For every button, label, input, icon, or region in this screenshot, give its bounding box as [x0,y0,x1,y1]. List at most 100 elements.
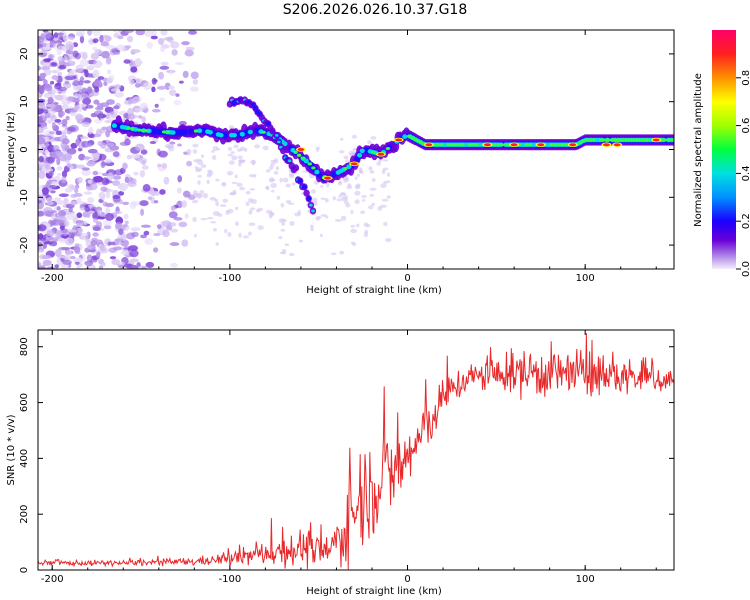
noise-blob [139,102,148,110]
noise-blob [160,44,166,53]
noise-blob [40,33,46,41]
noise-blob [93,99,100,105]
ridge-green [126,126,131,130]
noise-blob [123,213,129,220]
noise-blob [69,200,79,205]
noise-blob [160,61,169,66]
noise-blob [143,230,150,236]
noise-blob [78,89,86,95]
noise-blob [139,170,146,178]
noise-blob [376,161,382,166]
noise-blob [193,233,197,238]
ridge-green [563,143,568,147]
ridge2-blue [302,184,307,190]
noise-blob [86,86,93,94]
noise-blob [280,228,286,232]
ridge-green [630,138,636,142]
noise-blob [289,220,295,226]
noise-blob [268,215,273,219]
noise-blob [284,243,290,247]
noise-blob [352,242,357,247]
ridge-red [425,143,433,147]
noise-blob [57,86,67,92]
ridge-green [435,143,440,147]
noise-blob [46,201,54,206]
noise-blob [59,154,67,162]
snr-series-line [38,333,674,570]
ridge-cyan [218,132,224,138]
ridge-green [439,143,444,147]
noise-blob [311,197,318,203]
noise-blob [248,174,256,178]
noise-blob [356,223,360,228]
noise-blob [236,182,243,187]
noise-blob [57,173,62,177]
ridge-green [616,138,622,142]
noise-blob [294,212,301,217]
noise-blob [270,159,277,163]
noise-blob [44,241,54,245]
noise-blob [64,80,70,85]
noise-blob [369,170,375,174]
noise-blob [54,264,60,269]
noise-blob [74,261,80,265]
noise-blob [131,178,137,184]
noise-blob [97,76,105,80]
noise-blob [98,265,104,269]
noise-blob [192,149,198,154]
ridge-green [623,138,629,142]
ridge-green [193,129,199,133]
noise-blob [276,195,281,200]
noise-blob [114,169,124,176]
noise-blob [315,147,320,152]
snr-xtick-label: 0 [404,574,410,585]
noise-blob [191,199,199,204]
ridge-cyan [303,158,309,164]
noise-blob [231,181,238,185]
noise-blob [121,249,129,254]
noise-blob [50,219,60,226]
ridge-red [603,143,610,147]
noise-blob [168,211,178,219]
noise-blob [42,243,47,249]
noise-blob [38,102,46,109]
noise-blob [48,184,57,189]
noise-blob [74,93,82,98]
noise-blob [70,232,75,239]
noise-blob [112,194,121,200]
noise-blob [177,143,182,147]
noise-blob [140,208,145,216]
noise-blob [38,241,43,247]
ridge-green [499,143,504,147]
noise-blob [43,83,53,92]
noise-blob [192,216,197,223]
noise-blob [126,232,136,240]
noise-blob [181,200,188,208]
noise-blob [58,193,69,198]
spec-ytick-label: 20 [19,48,30,61]
noise-blob [142,183,151,192]
ridge-blue [181,128,188,136]
noise-blob [354,184,361,190]
noise-blob [118,261,126,266]
noise-blob [119,141,130,146]
noise-blob [250,198,257,204]
noise-blob [364,229,369,234]
noise-blob [257,225,264,230]
noise-blob [80,233,89,237]
snr-ytick-label: 0 [19,567,30,573]
noise-blob [78,80,84,86]
noise-blob [70,142,78,149]
noise-blob [38,210,45,217]
noise-blob [61,131,67,139]
noise-blob [92,38,99,44]
noise-blob [291,182,296,186]
noise-blob [101,177,110,186]
noise-blob [77,176,83,184]
noise-blob [44,149,49,155]
noise-blob [38,249,45,253]
noise-blob [207,170,214,176]
noise-blob [225,209,230,216]
noise-blob [320,184,324,188]
noise-blob [51,240,58,247]
